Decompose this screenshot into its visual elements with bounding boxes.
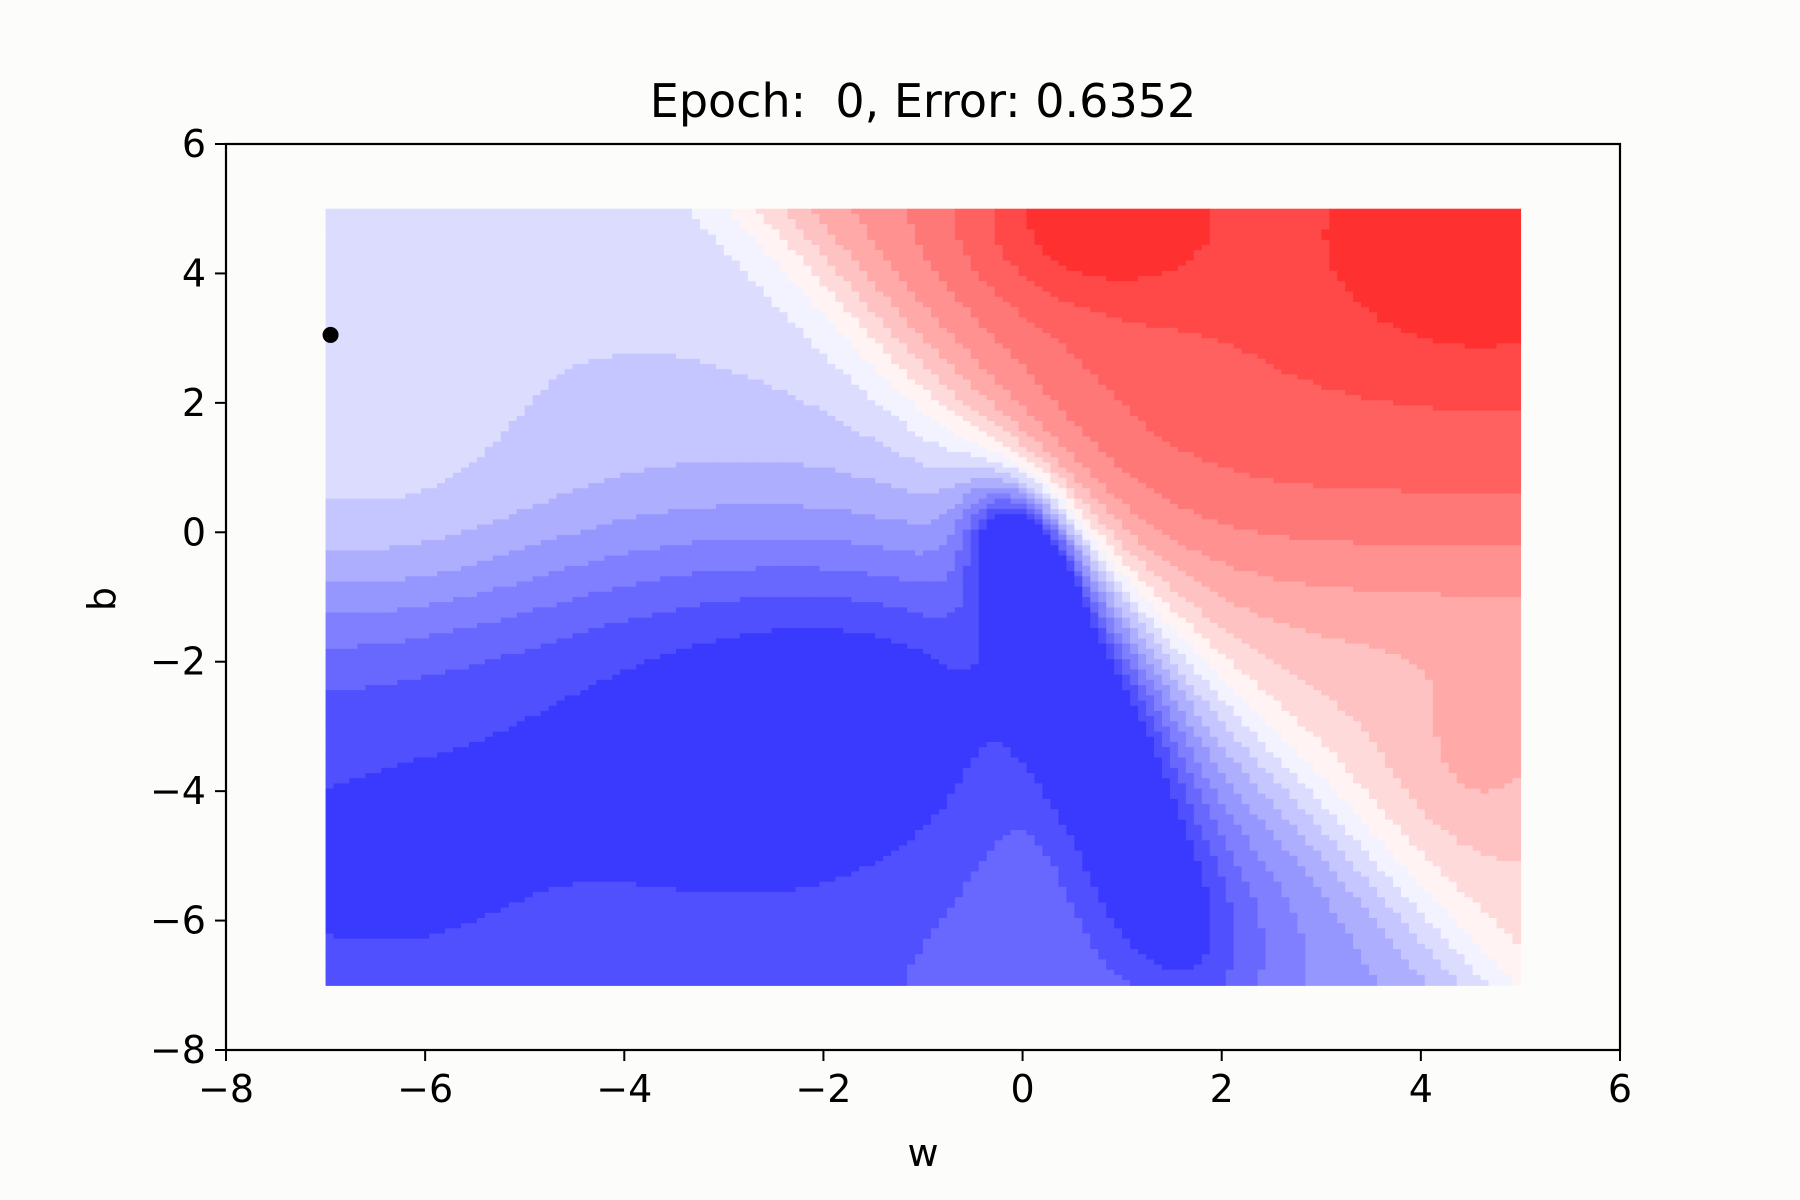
- y-tick-label: −8: [150, 1028, 206, 1072]
- x-tick-label: 2: [1210, 1067, 1234, 1111]
- y-tick-label: 4: [182, 251, 206, 295]
- x-tick-label: 0: [1010, 1067, 1034, 1111]
- x-tick-label: −8: [198, 1067, 254, 1111]
- x-tick-label: 6: [1608, 1067, 1632, 1111]
- y-tick-label: −2: [150, 640, 206, 684]
- current-parameter-marker: [323, 327, 339, 343]
- y-tick-label: 6: [182, 122, 206, 166]
- x-tick-label: −2: [795, 1067, 851, 1111]
- y-tick-label: 2: [182, 381, 206, 425]
- y-axis-label: b: [80, 587, 124, 611]
- y-tick-label: 0: [182, 510, 206, 554]
- x-axis-label: w: [907, 1131, 938, 1175]
- x-tick-label: 4: [1409, 1067, 1433, 1111]
- y-tick-label: −6: [150, 899, 206, 943]
- x-tick-label: −6: [397, 1067, 453, 1111]
- current-point: [323, 327, 339, 343]
- error-surface-contour: [326, 209, 1521, 986]
- y-tick-label: −4: [150, 769, 206, 813]
- chart-title: Epoch: 0, Error: 0.6352: [650, 74, 1197, 128]
- x-tick-label: −4: [596, 1067, 652, 1111]
